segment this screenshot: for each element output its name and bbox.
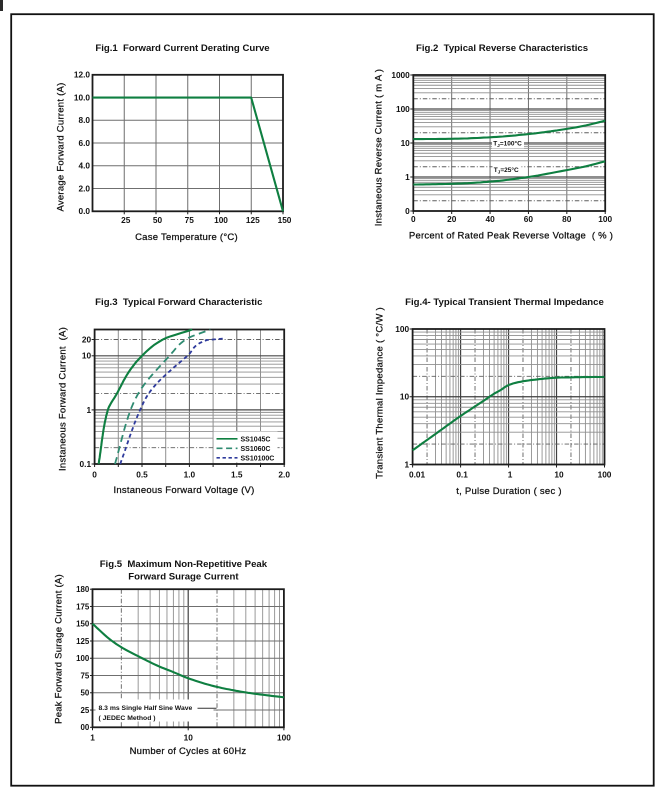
svg-text:Fig.3 Typical Forward Charact: Fig.3 Typical Forward Characteristic bbox=[95, 297, 263, 308]
svg-text:1.5: 1.5 bbox=[231, 469, 243, 479]
svg-text:20: 20 bbox=[82, 334, 92, 344]
svg-text:10.0: 10.0 bbox=[74, 93, 91, 103]
svg-text:4.0: 4.0 bbox=[78, 161, 90, 171]
svg-text:SS1060C: SS1060C bbox=[241, 446, 271, 453]
svg-text:1000: 1000 bbox=[391, 70, 410, 80]
svg-text:SS10100C: SS10100C bbox=[241, 456, 275, 463]
svg-text:125: 125 bbox=[246, 215, 260, 225]
svg-text:0.5: 0.5 bbox=[136, 469, 148, 479]
svg-text:75: 75 bbox=[81, 671, 90, 680]
svg-text:6.0: 6.0 bbox=[78, 138, 90, 148]
svg-text:0: 0 bbox=[411, 214, 416, 224]
svg-text:100: 100 bbox=[76, 654, 90, 663]
svg-text:0.1: 0.1 bbox=[80, 459, 92, 469]
svg-text:10: 10 bbox=[184, 732, 194, 742]
svg-text:Fig.2 Typical Reverse Charact: Fig.2 Typical Reverse Characteristics bbox=[416, 43, 588, 54]
svg-text:50: 50 bbox=[153, 215, 163, 225]
svg-text:100: 100 bbox=[598, 214, 612, 224]
svg-text:Fig.1 Forward Current Deratin: Fig.1 Forward Current Derating Curve bbox=[95, 43, 269, 54]
svg-text:100: 100 bbox=[396, 104, 410, 114]
svg-text:1: 1 bbox=[404, 459, 409, 469]
svg-text:0.1: 0.1 bbox=[456, 469, 468, 479]
svg-text:Transient Thermal Impedance (: Transient Thermal Impedance ( °C/W ) bbox=[375, 307, 386, 479]
svg-text:Number of Cycles at 60Hz: Number of Cycles at 60Hz bbox=[130, 746, 247, 757]
svg-text:Case Temperature (°C): Case Temperature (°C) bbox=[135, 232, 238, 243]
svg-text:80: 80 bbox=[562, 214, 572, 224]
svg-text:40: 40 bbox=[485, 214, 495, 224]
svg-text:Peak Forward Surage Current (A: Peak Forward Surage Current (A) bbox=[54, 574, 65, 724]
svg-text:0.0: 0.0 bbox=[78, 206, 90, 216]
svg-text:Fig.4- Typical Transient Therm: Fig.4- Typical Transient Thermal Impedan… bbox=[405, 297, 604, 308]
svg-text:1: 1 bbox=[86, 405, 91, 415]
svg-text:Average Forward Current (A): Average Forward Current (A) bbox=[56, 82, 67, 211]
svg-text:25: 25 bbox=[81, 706, 90, 715]
svg-text:10: 10 bbox=[400, 392, 410, 402]
svg-text:50: 50 bbox=[81, 689, 90, 698]
svg-text:100: 100 bbox=[598, 469, 612, 479]
svg-text:Instaneous Reverse Current ( m: Instaneous Reverse Current ( m A ) bbox=[374, 69, 385, 226]
svg-text:125: 125 bbox=[76, 637, 90, 646]
svg-text:0: 0 bbox=[405, 206, 410, 216]
svg-text:Instaneous Forward Current (A: Instaneous Forward Current (A) bbox=[58, 327, 69, 471]
svg-text:180: 180 bbox=[76, 585, 90, 594]
svg-text:175: 175 bbox=[76, 602, 90, 611]
svg-text:8.3 ms Single Half Sine Wave: 8.3 ms Single Half Sine Wave bbox=[99, 705, 193, 712]
svg-text:150: 150 bbox=[76, 620, 90, 629]
svg-text:( JEDEC Method ): ( JEDEC Method ) bbox=[99, 715, 156, 722]
svg-text:100: 100 bbox=[214, 215, 228, 225]
svg-text:SS1045C: SS1045C bbox=[241, 437, 271, 444]
svg-text:1.0: 1.0 bbox=[184, 469, 196, 479]
svg-text:TJ=100°C: TJ=100°C bbox=[493, 140, 522, 149]
svg-text:20: 20 bbox=[447, 214, 457, 224]
svg-text:Forward Surage Current: Forward Surage Current bbox=[128, 571, 239, 582]
svg-text:Percent of Rated Peak Reverse: Percent of Rated Peak Reverse Voltage ( … bbox=[409, 231, 613, 242]
svg-text:100: 100 bbox=[277, 732, 291, 742]
svg-text:150: 150 bbox=[278, 215, 292, 225]
svg-text:TJ=25°C: TJ=25°C bbox=[494, 166, 519, 175]
svg-text:8.0: 8.0 bbox=[78, 115, 90, 125]
svg-text:0: 0 bbox=[92, 469, 97, 479]
svg-text:0.01: 0.01 bbox=[409, 469, 426, 479]
svg-text:10: 10 bbox=[401, 138, 411, 148]
svg-text:60: 60 bbox=[524, 214, 534, 224]
svg-text:75: 75 bbox=[185, 215, 195, 225]
svg-text:00: 00 bbox=[81, 723, 90, 732]
svg-text:1: 1 bbox=[90, 732, 95, 742]
svg-text:t, Pulse Duration ( sec ): t, Pulse Duration ( sec ) bbox=[456, 486, 562, 497]
svg-text:Fig.5 Maximum Non-Repetitive: Fig.5 Maximum Non-Repetitive Peak bbox=[100, 559, 268, 570]
svg-text:12.0: 12.0 bbox=[74, 70, 91, 80]
svg-text:10: 10 bbox=[82, 351, 92, 361]
svg-text:100: 100 bbox=[395, 324, 409, 334]
svg-text:2.0: 2.0 bbox=[78, 184, 90, 194]
svg-text:1: 1 bbox=[405, 172, 410, 182]
svg-text:1: 1 bbox=[508, 469, 513, 479]
svg-text:2.0: 2.0 bbox=[278, 469, 290, 479]
svg-text:25: 25 bbox=[121, 215, 131, 225]
svg-text:10: 10 bbox=[554, 469, 564, 479]
svg-text:Instaneous Forward Voltage (V): Instaneous Forward Voltage (V) bbox=[113, 485, 254, 496]
